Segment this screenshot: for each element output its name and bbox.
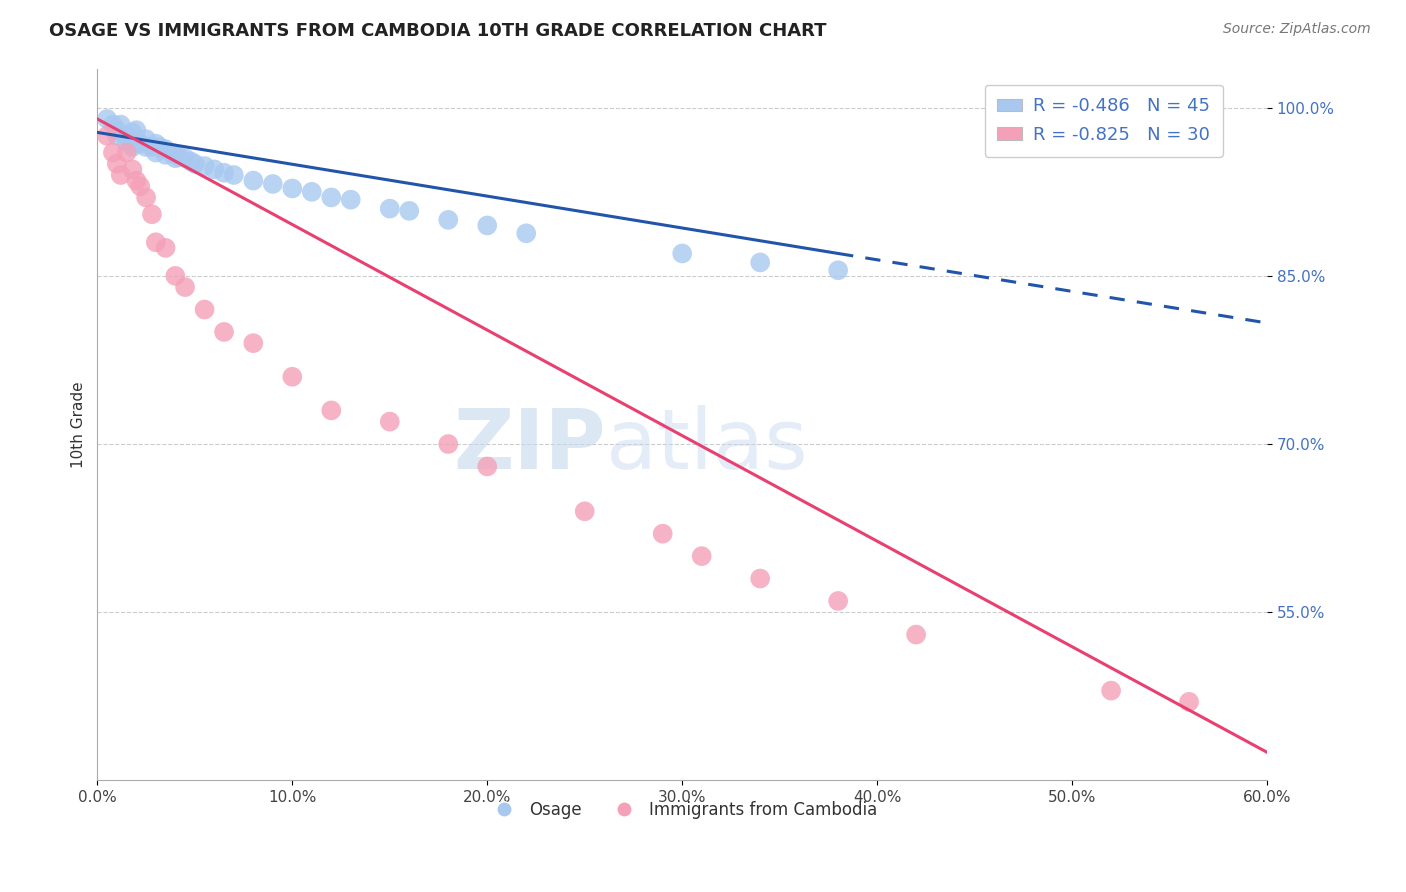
Point [749,255,772,269]
Point [125,134,148,148]
Point [141,207,163,221]
Point [1099,683,1122,698]
Point [149,140,172,154]
Point [184,157,207,171]
Text: OSAGE VS IMMIGRANTS FROM CAMBODIA 10TH GRADE CORRELATION CHART: OSAGE VS IMMIGRANTS FROM CAMBODIA 10TH G… [49,22,827,40]
Point [242,173,264,187]
Point [141,140,163,154]
Point [101,118,124,132]
Point [180,154,202,169]
Point [105,123,128,137]
Point [477,219,499,233]
Point [202,162,225,177]
Point [167,150,190,164]
Point [212,325,235,339]
Point [378,415,401,429]
Point [135,132,157,146]
Point [96,128,118,143]
Point [281,369,304,384]
Point [121,125,143,139]
Point [145,235,167,250]
Point [827,594,849,608]
Point [281,181,304,195]
Point [129,136,152,151]
Text: Source: ZipAtlas.com: Source: ZipAtlas.com [1223,22,1371,37]
Y-axis label: 10th Grade: 10th Grade [72,381,86,467]
Point [105,157,128,171]
Point [125,123,148,137]
Point [574,504,596,518]
Point [145,136,167,151]
Point [121,140,143,154]
Point [145,145,167,160]
Point [193,159,215,173]
Point [174,280,197,294]
Point [135,140,157,154]
Point [378,202,401,216]
Point [165,151,187,165]
Point [671,246,693,260]
Point [155,148,177,162]
Point [515,227,537,241]
Point [301,185,323,199]
Point [129,179,152,194]
Point [242,336,264,351]
Point [121,162,143,177]
Point [115,145,138,160]
Point [155,241,177,255]
Point [110,118,132,132]
Point [115,134,138,148]
Point [125,173,148,187]
Legend: Osage, Immigrants from Cambodia: Osage, Immigrants from Cambodia [481,794,883,825]
Point [135,190,157,204]
Point [193,302,215,317]
Point [905,627,928,641]
Point [477,459,499,474]
Point [321,190,343,204]
Point [321,403,343,417]
Point [155,142,177,156]
Point [398,203,420,218]
Point [160,145,183,160]
Point [222,168,245,182]
Text: ZIP: ZIP [454,405,606,486]
Point [749,572,772,586]
Point [174,151,197,165]
Point [437,437,460,451]
Point [651,526,673,541]
Point [115,128,138,143]
Point [690,549,713,563]
Point [165,148,187,162]
Point [212,166,235,180]
Point [339,193,361,207]
Point [262,177,284,191]
Point [1178,695,1201,709]
Point [827,263,849,277]
Point [96,112,118,126]
Point [165,268,187,283]
Point [437,212,460,227]
Point [101,145,124,160]
Point [105,128,128,143]
Point [110,168,132,182]
Text: atlas: atlas [606,405,808,486]
